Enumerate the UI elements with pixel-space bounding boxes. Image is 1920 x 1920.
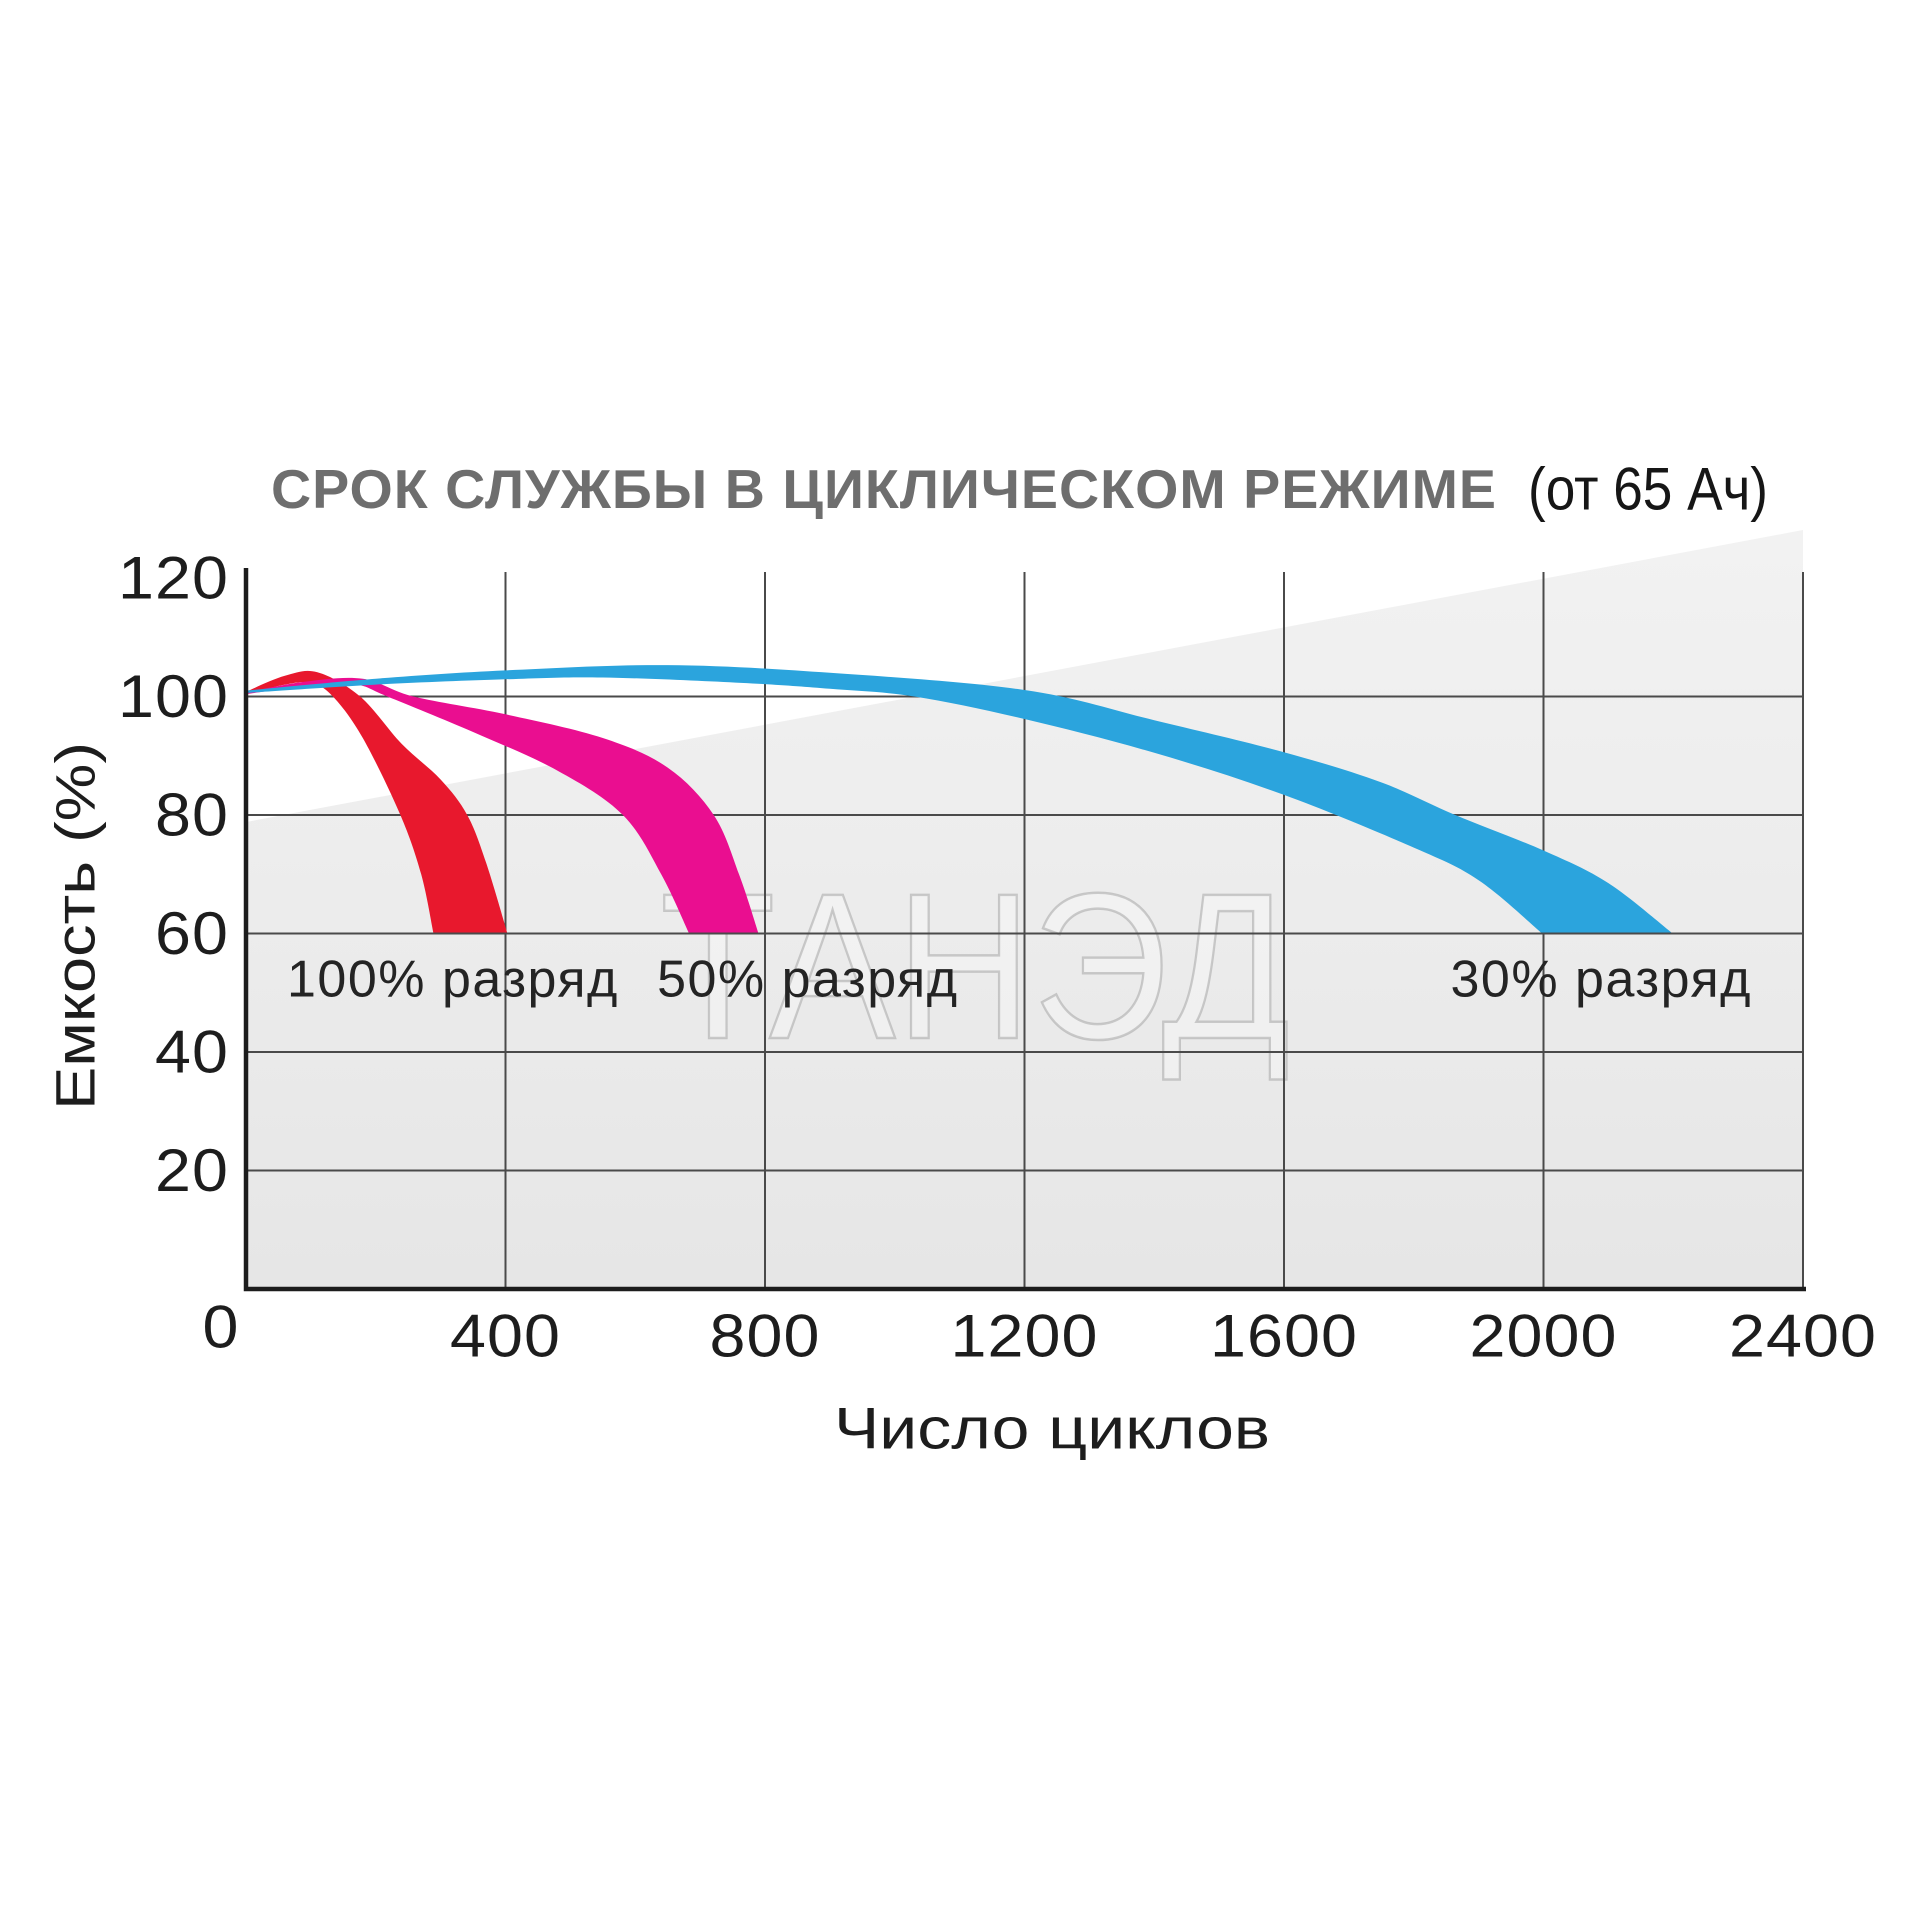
x-tick-label-1200: 1200	[951, 1303, 1099, 1370]
x-tick-label-0: 0	[203, 1294, 240, 1361]
band-series-1-50-разряд	[246, 677, 759, 934]
axes-lines	[243, 568, 1806, 1292]
series-label-1: 50% разряд	[657, 951, 958, 1009]
band-series-0-100-разряд	[246, 670, 508, 934]
y-tick-label-20: 20	[155, 1137, 229, 1204]
series-bands	[246, 665, 1673, 934]
y-tick-label-60: 60	[155, 900, 229, 967]
chart-title-suffix: (от 65 Ач)	[1528, 456, 1768, 523]
x-tick-label-2400: 2400	[1729, 1303, 1877, 1370]
gridlines	[246, 572, 1804, 1289]
x-tick-label-400: 400	[450, 1303, 561, 1370]
y-tick-label-40: 40	[155, 1019, 229, 1086]
band-series-2-30-разряд	[246, 665, 1673, 934]
series-label-0: 100% разряд	[287, 951, 619, 1009]
y-tick-label-80: 80	[155, 782, 229, 849]
tick-labels: 0 400 800 1200 1600 2000 2400 20 40 60 80 100 120	[118, 545, 1877, 1370]
series-label-2: 30% разряд	[1451, 951, 1752, 1009]
y-tick-label-100: 100	[118, 663, 229, 730]
x-tick-label-1600: 1600	[1210, 1303, 1358, 1370]
x-tick-label-2000: 2000	[1470, 1303, 1618, 1370]
chart-title: СРОК СЛУЖБЫ В ЦИКЛИЧЕСКОМ РЕЖИМЕ	[271, 458, 1497, 520]
x-tick-label-800: 800	[710, 1303, 821, 1370]
y-axis-title: Емкость (%)	[44, 742, 107, 1110]
series-labels: 100% разряд 50% разряд 30% разряд	[287, 951, 1752, 1009]
x-axis-title: Число циклов	[834, 1397, 1270, 1462]
y-tick-label-120: 120	[118, 545, 229, 612]
